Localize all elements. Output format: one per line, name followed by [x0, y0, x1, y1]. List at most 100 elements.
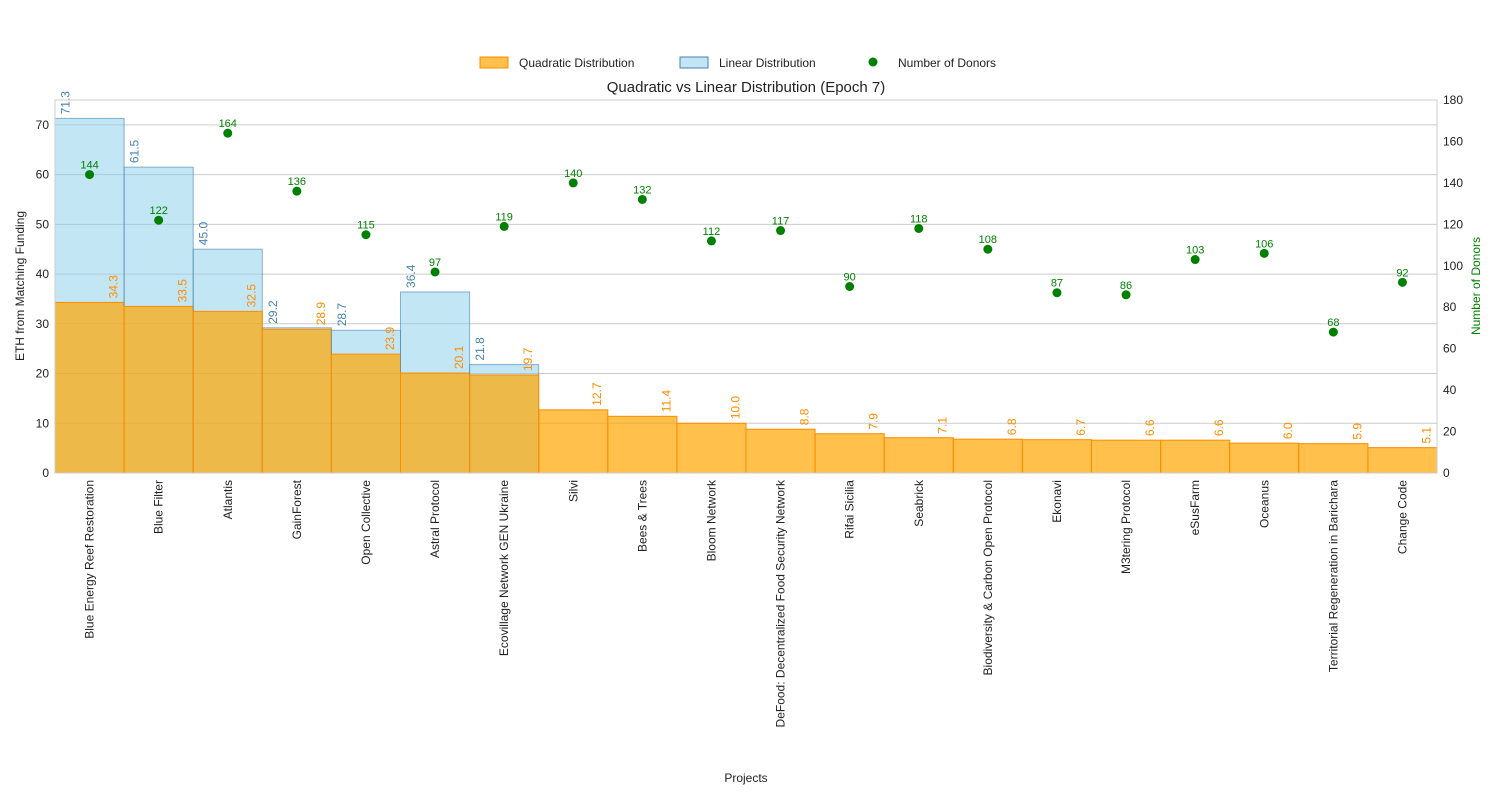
- donor-value-label: 164: [219, 118, 237, 130]
- quadratic-bar: [676, 422, 747, 474]
- quadratic-value-label: 6.6: [1143, 419, 1157, 436]
- donor-point: [914, 223, 924, 233]
- donor-point: [223, 128, 233, 138]
- donor-value-label: 103: [1186, 245, 1204, 257]
- donor-value-label: 132: [633, 184, 651, 196]
- linear-value-label: 28.7: [335, 303, 349, 327]
- quadratic-bar: [400, 372, 471, 474]
- y-tick-label: 70: [36, 118, 50, 132]
- donor-value-label: 106: [1255, 238, 1273, 250]
- y-tick-label: 20: [36, 367, 50, 381]
- x-tick-label: Change Code: [1395, 480, 1409, 554]
- y-tick-label: 40: [36, 267, 50, 281]
- donor-value-label: 112: [703, 226, 721, 238]
- x-tick-label: Oceanus: [1257, 480, 1271, 528]
- quadratic-value-label: 7.9: [867, 413, 881, 430]
- x-tick-label: Territorial Regeneration in Barichara: [1326, 480, 1340, 672]
- y2-tick-label: 100: [1443, 259, 1463, 273]
- donor-point: [430, 267, 440, 277]
- donor-point: [154, 215, 164, 225]
- donor-value-label: 97: [429, 257, 441, 269]
- donor-value-label: 122: [149, 205, 167, 217]
- donor-point: [706, 236, 716, 246]
- x-tick-label: DeFood: Decentralized Food Security Netw…: [774, 479, 788, 727]
- quadratic-value-label: 6.0: [1281, 422, 1295, 439]
- donor-value-label: 90: [844, 272, 856, 284]
- donor-value-label: 115: [357, 220, 375, 232]
- x-tick-label: Atlantis: [221, 480, 235, 519]
- y2-tick-label: 180: [1443, 93, 1463, 107]
- donor-value-label: 92: [1396, 267, 1408, 279]
- quadratic-value-label: 8.8: [798, 408, 812, 425]
- quadratic-value-label: 28.9: [314, 302, 328, 326]
- donor-value-label: 117: [772, 216, 790, 228]
- donor-value-label: 119: [495, 211, 513, 223]
- quadratic-value-label: 5.1: [1419, 427, 1433, 444]
- y2-tick-label: 40: [1443, 383, 1457, 397]
- donor-point: [361, 230, 371, 240]
- quadratic-value-label: 32.5: [245, 284, 259, 308]
- quadratic-bar: [538, 409, 609, 474]
- quadratic-value-label: 6.8: [1005, 418, 1019, 435]
- quadratic-value-label: 10.0: [728, 396, 742, 420]
- donor-point: [1259, 248, 1269, 258]
- x-axis-label: Projects: [724, 771, 767, 785]
- y-tick-label: 0: [42, 466, 49, 480]
- y-axis-label: ETH from Matching Funding: [13, 211, 27, 361]
- x-tick-label: Blue Energy Reef Restoration: [83, 480, 97, 639]
- quadratic-bar: [330, 353, 401, 474]
- legend-quadratic-swatch: [479, 56, 509, 69]
- quadratic-bar: [1367, 447, 1438, 474]
- legend-linear-label: Linear Distribution: [719, 56, 816, 70]
- linear-value-label: 29.2: [266, 300, 280, 324]
- donor-point: [85, 170, 95, 180]
- linear-value-label: 61.5: [128, 139, 142, 163]
- donor-point: [292, 186, 302, 196]
- y2-tick-label: 80: [1443, 300, 1457, 314]
- quadratic-bar: [1298, 443, 1369, 474]
- linear-value-label: 36.4: [404, 264, 418, 288]
- quadratic-value-label: 7.1: [936, 417, 950, 434]
- x-tick-label: Blue Filter: [152, 480, 166, 534]
- quadratic-value-label: 20.1: [452, 345, 466, 369]
- donor-point: [845, 282, 855, 291]
- y-tick-label: 50: [36, 217, 50, 231]
- legend-donor-marker: [868, 57, 878, 67]
- y2-tick-label: 160: [1443, 134, 1463, 148]
- quadratic-value-label: 5.9: [1350, 423, 1364, 440]
- y2-tick-label: 140: [1443, 176, 1463, 190]
- x-tick-label: Bloom Network: [704, 479, 718, 561]
- donor-point: [1328, 327, 1338, 337]
- quadratic-bar: [1021, 439, 1093, 474]
- x-tick-label: M3tering Protocol: [1119, 480, 1133, 574]
- donor-point: [499, 221, 509, 231]
- quadratic-bar: [883, 437, 954, 474]
- donor-point: [983, 244, 993, 254]
- quadratic-bar: [123, 305, 194, 474]
- quadratic-bar: [607, 415, 678, 474]
- donor-value-label: 118: [910, 213, 928, 225]
- donor-value-label: 108: [979, 234, 997, 246]
- legend-quadratic-label: Quadratic Distribution: [519, 56, 634, 70]
- chart-title: Quadratic vs Linear Distribution (Epoch …: [607, 79, 885, 96]
- linear-value-label: 45.0: [197, 222, 211, 246]
- x-tick-label: Biodiversity & Carbon Open Protocol: [981, 480, 995, 675]
- donor-point: [637, 194, 647, 204]
- x-tick-label: eSusFarm: [1188, 480, 1202, 535]
- donor-value-label: 140: [564, 168, 582, 180]
- plot-frame: [54, 99, 1438, 474]
- quadratic-bar: [814, 433, 885, 474]
- donor-point: [1052, 288, 1062, 298]
- x-tick-label: Open Collective: [359, 480, 373, 565]
- donor-point: [1397, 277, 1407, 287]
- quadratic-value-label: 12.7: [590, 382, 604, 406]
- donor-value-label: 136: [288, 176, 306, 188]
- x-tick-label: Rifai Sicilia: [843, 480, 857, 539]
- quadratic-value-label: 6.6: [1212, 419, 1226, 436]
- x-tick-label: Ecovillage Network GEN Ukraine: [497, 480, 511, 656]
- quadratic-bar: [54, 301, 125, 474]
- quadratic-bar: [952, 438, 1023, 474]
- linear-value-label: 71.3: [59, 91, 73, 115]
